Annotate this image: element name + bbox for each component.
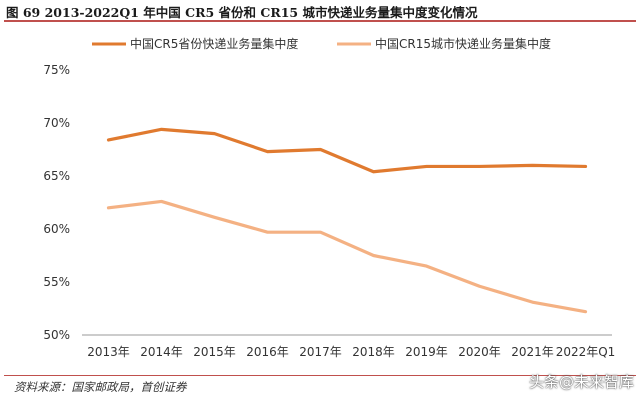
data-point-cr15 [372, 254, 375, 257]
data-point-cr15 [425, 264, 428, 268]
series-line-cr15 [106, 199, 588, 314]
data-point-cr15 [107, 206, 110, 209]
y-tick-label: 65% [43, 169, 70, 183]
x-axis: 2013年 2014年 2015年 2016年 2017年 2018年 2019年 2020年… [82, 334, 616, 359]
x-tick-label: 2017年 [299, 345, 342, 359]
y-tick-label: 75% [43, 63, 70, 77]
source-note: 资料来源：国家邮政局，首创证券 [14, 380, 187, 394]
data-point-cr15 [319, 230, 322, 234]
data-point-cr5 [266, 150, 269, 153]
legend: 中国CR5省份快递业务量集中度 中国CR15城市快递业务量集中度 [92, 36, 551, 51]
x-tick-label: 2020年 [458, 345, 501, 359]
figure-title: 图 69 2013-2022Q1 年中国 CR5 省份和 CR15 城市快递业务… [6, 5, 478, 20]
data-point-cr15 [584, 310, 587, 313]
line-chart: 中国CR5省份快递业务量集中度 中国CR15城市快递业务量集中度 50% 55% 6… [43, 36, 616, 359]
data-point-cr15 [160, 200, 163, 203]
legend-label-cr15: 中国CR15城市快递业务量集中度 [375, 36, 551, 51]
x-tick-label: 2022年Q1 [556, 345, 616, 359]
x-tick-label: 2016年 [246, 345, 289, 359]
data-point-cr15 [266, 230, 269, 234]
data-point-cr5 [531, 164, 534, 167]
data-point-cr5 [319, 148, 322, 151]
series-layer [106, 127, 588, 314]
title-divider [4, 20, 636, 22]
series-line-cr5 [106, 127, 588, 174]
x-tick-label: 2013年 [87, 345, 130, 359]
x-tick-label: 2015年 [193, 345, 236, 359]
data-point-cr5 [213, 132, 216, 135]
x-tick-label: 2018年 [352, 345, 395, 359]
y-tick-label: 55% [43, 275, 70, 289]
y-axis: 50% 55% 60% 65% 70% 75% [43, 63, 70, 342]
y-tick-label: 60% [43, 222, 70, 236]
data-point-cr5 [478, 165, 481, 168]
y-tick-label: 70% [43, 116, 70, 130]
x-tick-label: 2014年 [140, 345, 183, 359]
x-tick-label: 2021年 [511, 345, 554, 359]
data-point-cr15 [531, 300, 534, 304]
data-point-cr5 [372, 170, 375, 173]
data-point-cr5 [107, 138, 110, 142]
legend-label-cr5: 中国CR5省份快递业务量集中度 [130, 36, 298, 51]
data-point-cr15 [213, 216, 216, 219]
data-point-cr5 [425, 165, 428, 168]
data-point-cr15 [478, 285, 481, 288]
y-tick-label: 50% [43, 328, 70, 342]
x-tick-label: 2019年 [405, 345, 448, 359]
data-point-cr5 [584, 165, 587, 168]
data-point-cr5 [160, 128, 163, 131]
footer-divider [4, 375, 636, 376]
watermark: 头条@未来智库 [528, 373, 634, 391]
